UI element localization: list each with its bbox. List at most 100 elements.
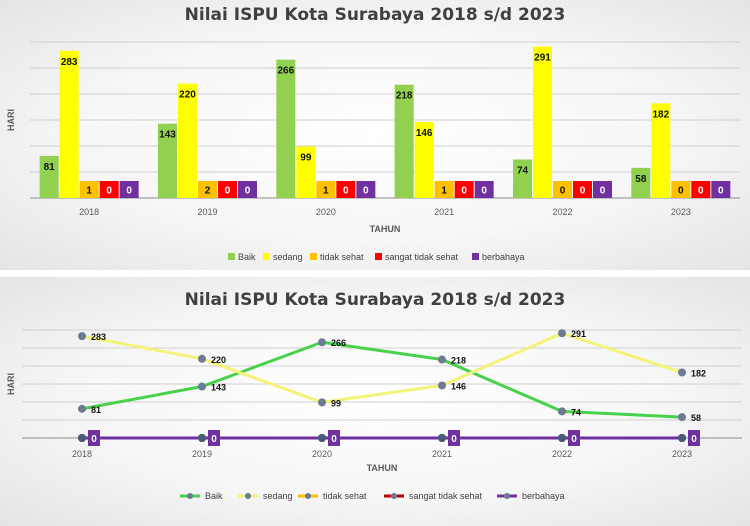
bar-chart-panel: Nilai ISPU Kota Surabaya 2018 s/d 2023 8… [0,0,750,270]
x-tick-label: 2020 [316,207,336,217]
bar [238,181,257,198]
legend-marker [391,493,397,499]
legend-marker [245,493,251,499]
bar-data-label: 0 [225,186,231,197]
legend-swatch [263,253,270,260]
bar [691,181,711,198]
x-tick-label: 2021 [434,207,454,217]
x-tick-label: 2018 [72,449,92,459]
legend-label: berbahaya [522,491,565,501]
bar [651,103,671,198]
bar [276,59,296,199]
data-point [78,434,86,442]
bar [198,181,217,198]
point-data-label: 291 [571,329,586,339]
bar [394,84,414,198]
bar-data-label: 220 [179,90,196,101]
data-point [438,355,446,364]
bar-data-label: 0 [600,186,606,197]
bar-data-label: 0 [106,186,112,197]
point-data-label: 182 [691,368,706,378]
legend-marker [187,493,193,499]
point-data-label: 143 [211,383,226,393]
bar-data-label: 182 [652,109,669,120]
zero-label-box [88,430,100,446]
bar-data-label: 0 [718,186,724,197]
zero-label-box [328,430,340,446]
point-data-label: 220 [211,355,226,365]
bar [218,181,237,198]
legend-swatch [472,253,479,260]
data-point [558,434,566,442]
legend-label: tidak sehat [323,491,367,501]
bar [336,181,356,198]
bar [474,181,494,198]
x-tick-label: 2020 [312,449,332,459]
legend-label: berbahaya [482,252,525,262]
legend-label: sangat tidak sehat [385,252,459,262]
bar-data-label: 0 [245,186,251,197]
bar [119,181,139,198]
bar-data-label: 0 [698,186,704,197]
point-data-label: 0 [211,434,217,445]
x-tick-label: 2018 [79,207,99,217]
bar [553,181,572,198]
bar [79,181,99,198]
x-tick-label: 2019 [192,449,212,459]
bar-data-label: 146 [416,128,433,139]
bar [513,159,532,198]
point-data-label: 218 [451,356,466,366]
series-line [81,331,683,404]
zero-label-box [208,430,220,446]
bar-data-label: 74 [517,166,529,177]
point-data-label: 146 [451,381,466,391]
data-point [198,434,206,442]
point-data-label: 81 [91,405,101,415]
x-tick-label: 2022 [552,207,572,217]
bar-data-label: 283 [61,57,78,68]
data-point [318,434,326,442]
line-chart: 81 143 266 218 74 58 283 220 99 146 291 182 0 0 0 0 0 0 20… [6,329,742,501]
bar-data-label: 0 [560,186,566,197]
zero-label-box [688,430,700,446]
bar [454,181,474,198]
data-point [318,398,326,407]
line-chart-panel: Nilai ISPU Kota Surabaya 2018 s/d 2023 8… [0,277,750,526]
bar-data-label: 143 [159,130,176,141]
legend-label: sedang [263,491,293,501]
bar-data-label: 0 [363,186,369,197]
legend-marker [305,493,311,499]
bar [59,50,79,199]
legend-label: sedang [273,252,303,262]
x-axis-title: TAHUN [367,463,398,473]
bar-data-label: 0 [481,186,487,197]
data-point [678,368,686,377]
x-tick-label: 2022 [552,449,572,459]
zero-label-box [568,430,580,446]
bar [593,181,612,198]
y-axis-title: HARI [6,109,16,131]
data-point [438,434,446,442]
x-tick-label: 2021 [432,449,452,459]
bar [158,123,177,198]
data-point [78,404,86,413]
x-tick-label: 2023 [672,449,692,459]
legend-swatch [228,253,235,260]
point-data-label: 0 [691,434,697,445]
point-data-label: 266 [331,338,346,348]
legend-swatch [375,253,382,260]
bar-data-label: 1 [323,186,329,197]
bar-data-label: 58 [635,174,647,185]
bar-data-label: 0 [461,186,467,197]
bar-data-label: 266 [277,66,294,77]
bar-data-label: 0 [678,186,684,197]
bar-data-label: 0 [343,186,349,197]
bar-data-label: 81 [44,162,56,173]
bar-data-label: 2 [205,186,211,197]
legend-swatch [310,253,317,260]
x-tick-label: 2019 [197,207,217,217]
bar [316,181,336,198]
x-axis-title: TAHUN [370,224,401,234]
point-data-label: 0 [91,434,97,445]
data-point [678,434,686,442]
